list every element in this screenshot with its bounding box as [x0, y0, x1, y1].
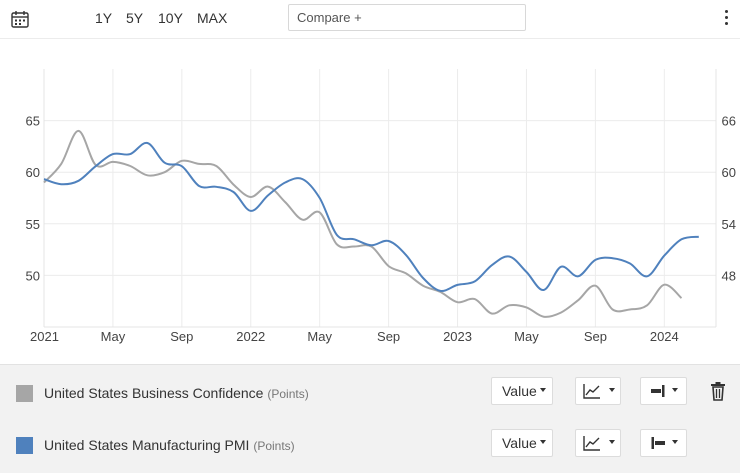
- series-name-label: United States Business Confidence: [44, 385, 264, 401]
- chart-area: 50 55 60 65 48 54 60 66 2021 May Sep 2022 May Sep 2023…: [0, 38, 740, 365]
- series-unit: (Points): [267, 387, 309, 401]
- x-axis-tick-label: May: [514, 329, 539, 344]
- series-name-label: United States Manufacturing PMI: [44, 437, 250, 453]
- series-name: United States Manufacturing PMI (Points): [44, 437, 295, 453]
- chevron-down-icon: [672, 440, 678, 444]
- line-chart-icon: [583, 384, 600, 399]
- axis-dropdown[interactable]: [640, 377, 687, 405]
- chart-type-dropdown[interactable]: [575, 377, 621, 405]
- right-axis-tick-label: 60: [722, 165, 736, 180]
- series-color-swatch[interactable]: [16, 385, 33, 402]
- value-dropdown-label: Value: [502, 383, 537, 399]
- value-dropdown-label: Value: [502, 435, 537, 451]
- series-line-manufacturing-pmi: [43, 141, 699, 293]
- chevron-down-icon: [540, 440, 546, 444]
- x-axis-tick-label: Sep: [377, 329, 400, 344]
- right-axis-tick-label: 54: [722, 217, 736, 232]
- x-axis-tick-label: Sep: [584, 329, 607, 344]
- right-axis-tick-label: 48: [722, 268, 736, 283]
- left-axis-tick-label: 50: [26, 268, 40, 283]
- range-1y-button[interactable]: 1Y: [95, 10, 113, 26]
- chevron-down-icon: [609, 388, 615, 392]
- x-axis-tick-label: 2021: [30, 329, 59, 344]
- range-max-button[interactable]: MAX: [197, 10, 228, 26]
- legend-row-business-confidence: United States Business Confidence (Point…: [0, 373, 740, 413]
- legend-panel: United States Business Confidence (Point…: [0, 364, 740, 473]
- value-dropdown[interactable]: Value: [491, 377, 553, 405]
- x-axis-tick-label: May: [307, 329, 332, 344]
- left-axis-tick-label: 60: [26, 165, 40, 180]
- series-name: United States Business Confidence (Point…: [44, 385, 309, 401]
- range-5y-button[interactable]: 5Y: [126, 10, 144, 26]
- toolbar: 1Y 5Y 10Y MAX: [0, 0, 740, 38]
- axis-dropdown[interactable]: [640, 429, 687, 457]
- left-axis-tick-label: 65: [26, 114, 40, 129]
- legend-row-manufacturing-pmi: United States Manufacturing PMI (Points)…: [0, 425, 740, 465]
- compare-input[interactable]: [288, 4, 526, 31]
- x-axis-tick-label: 2024: [650, 329, 679, 344]
- calendar-icon[interactable]: [10, 9, 30, 29]
- x-axis-tick-label: 2023: [443, 329, 472, 344]
- right-axis-icon: [651, 385, 665, 397]
- chevron-down-icon: [540, 388, 546, 392]
- left-axis-icon: [651, 437, 665, 449]
- chevron-down-icon: [672, 388, 678, 392]
- chevron-down-icon: [609, 440, 615, 444]
- series-unit: (Points): [253, 439, 295, 453]
- x-axis-tick-label: May: [101, 329, 126, 344]
- series-line-business-confidence: [43, 129, 683, 318]
- value-dropdown[interactable]: Value: [491, 429, 553, 457]
- x-axis-tick-label: 2022: [236, 329, 265, 344]
- range-10y-button[interactable]: 10Y: [158, 10, 183, 26]
- x-axis-tick-label: Sep: [170, 329, 193, 344]
- more-vertical-icon[interactable]: [720, 10, 732, 28]
- trash-icon[interactable]: [710, 381, 726, 401]
- series-color-swatch[interactable]: [16, 437, 33, 454]
- right-axis-tick-label: 66: [722, 114, 736, 129]
- line-chart-icon: [583, 436, 600, 451]
- chart-type-dropdown[interactable]: [575, 429, 621, 457]
- left-axis-tick-label: 55: [26, 217, 40, 232]
- line-chart: 50 55 60 65 48 54 60 66 2021 May Sep 2022 May Sep 2023…: [26, 69, 736, 344]
